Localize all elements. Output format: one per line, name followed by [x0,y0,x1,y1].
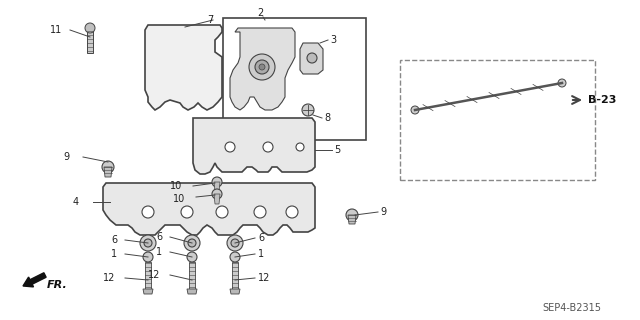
Circle shape [307,53,317,63]
Circle shape [85,23,95,33]
Text: 10: 10 [170,181,182,191]
Circle shape [558,79,566,87]
Circle shape [231,239,239,247]
Text: 5: 5 [334,145,340,155]
Bar [223,18,366,140]
Text: 3: 3 [330,35,336,45]
Text: 12: 12 [148,270,160,280]
Text: 10: 10 [173,194,185,204]
Circle shape [346,209,358,221]
Polygon shape [104,167,112,177]
Circle shape [216,206,228,218]
Circle shape [143,252,153,262]
Text: SEP4-B2315: SEP4-B2315 [543,303,602,313]
Circle shape [296,143,304,151]
Text: 12: 12 [258,273,270,283]
Polygon shape [300,43,323,74]
Circle shape [411,106,419,114]
Polygon shape [214,182,220,192]
Polygon shape [230,289,240,294]
Circle shape [144,239,152,247]
Circle shape [187,252,197,262]
Circle shape [302,104,314,116]
Circle shape [259,64,265,70]
Text: 1: 1 [156,247,162,257]
Polygon shape [145,25,222,110]
Text: 12: 12 [102,273,115,283]
Circle shape [227,235,243,251]
Text: 1: 1 [258,249,264,259]
Circle shape [142,206,154,218]
Circle shape [181,206,193,218]
Text: 2: 2 [257,8,263,18]
Polygon shape [103,183,315,235]
Circle shape [225,142,235,152]
Polygon shape [143,289,153,294]
Circle shape [102,161,114,173]
Text: 11: 11 [50,25,62,35]
Circle shape [254,206,266,218]
Polygon shape [87,30,93,53]
Text: B-23: B-23 [588,95,616,105]
Polygon shape [348,215,356,224]
FancyArrow shape [23,273,46,287]
Circle shape [188,239,196,247]
Polygon shape [214,194,220,204]
Text: 4: 4 [73,197,79,207]
Polygon shape [193,118,315,174]
Circle shape [230,252,240,262]
Circle shape [212,177,222,187]
Polygon shape [230,28,295,110]
Circle shape [184,235,200,251]
Text: 6: 6 [156,232,162,242]
Text: 9: 9 [380,207,386,217]
Text: 8: 8 [324,113,330,123]
Polygon shape [145,262,151,289]
Circle shape [286,206,298,218]
Circle shape [212,189,222,199]
Text: 1: 1 [111,249,117,259]
Text: 9: 9 [63,152,69,162]
Text: 7: 7 [207,15,213,25]
Polygon shape [189,262,195,289]
Bar [400,60,595,180]
Circle shape [263,142,273,152]
Polygon shape [232,262,238,289]
Text: 6: 6 [111,235,117,245]
Circle shape [255,60,269,74]
Circle shape [249,54,275,80]
Text: 6: 6 [258,233,264,243]
Circle shape [140,235,156,251]
Polygon shape [187,289,197,294]
Text: FR.: FR. [47,280,68,290]
